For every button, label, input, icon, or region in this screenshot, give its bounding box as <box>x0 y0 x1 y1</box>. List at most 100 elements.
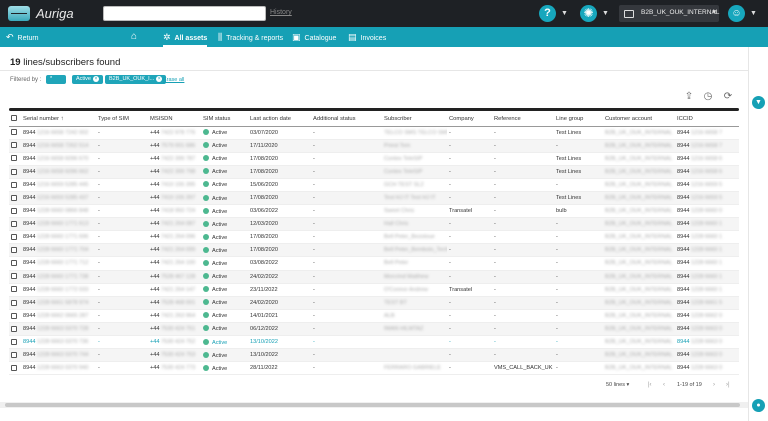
select-all-checkbox[interactable] <box>11 115 17 122</box>
table-cell-company: - <box>447 165 492 179</box>
column-header[interactable]: SIM status <box>201 112 248 127</box>
filter-funnel-icon[interactable]: ▼ <box>752 96 765 109</box>
column-header[interactable]: ICCID <box>675 112 739 127</box>
row-checkbox[interactable] <box>11 364 17 371</box>
tab-invoices[interactable]: ▤ Invoices <box>348 27 386 47</box>
tab-catalogue[interactable]: ▣ Catalogue <box>292 27 336 47</box>
row-checkbox[interactable] <box>11 286 17 293</box>
table-row[interactable]: 8944 1228 6662 0665 287 - +44 7421 263 964… <box>9 309 739 323</box>
row-checkbox[interactable] <box>11 325 17 332</box>
table-row[interactable]: 8944 1228 6660 1771 738 - +44 7528 467 128… <box>9 270 739 284</box>
table-cell-subscriber: FERRARO GABRIELE <box>382 361 447 376</box>
obscured-text: 1228 6663 0370 728 <box>37 325 89 332</box>
column-header[interactable]: Line group <box>554 112 603 127</box>
table-row[interactable]: 8944 1228 6660 1772 033 - +44 7421 264 147… <box>9 283 739 297</box>
cell-text: 8944 1228 6660 1 <box>677 273 723 280</box>
chat-bubble-icon[interactable]: ● <box>752 399 765 412</box>
cell-text: 8944 1228 6660 1 <box>677 286 723 293</box>
column-header[interactable]: MSISDN <box>148 112 201 127</box>
help-button[interactable]: ? <box>539 5 556 22</box>
table-cell-subscriber: Contex TeleSIP <box>382 152 447 166</box>
last-page-icon[interactable]: ›| <box>726 382 730 388</box>
table-row[interactable]: 8944 1228 6661 5878 974 - +44 7528 468 001… <box>9 296 739 310</box>
table-row[interactable]: 8944 1228 6663 0370 728 - +44 7530 424 751… <box>9 322 739 337</box>
return-button[interactable]: ↶ Return <box>6 27 39 47</box>
help-chevron-down-icon[interactable]: ▼ <box>561 10 568 17</box>
row-checkbox[interactable] <box>11 129 17 136</box>
column-header[interactable]: Last action date <box>248 112 311 127</box>
row-checkbox[interactable] <box>11 220 17 227</box>
table-row[interactable]: 8944 1228 6660 1771 613 - +44 7421 264 087… <box>9 217 739 232</box>
filter-chip-wildcard[interactable]: * <box>46 75 66 84</box>
table-cell-status: Active <box>201 256 248 271</box>
table-cell-add: - <box>311 165 382 179</box>
row-checkbox[interactable] <box>11 207 17 214</box>
filter-chip-active[interactable]: Active × <box>72 75 103 84</box>
history-clock-icon[interactable]: ◷ <box>703 91 713 102</box>
column-header[interactable]: Subscriber <box>382 112 447 127</box>
row-checkbox[interactable] <box>11 234 17 241</box>
column-header[interactable]: Serial number ↑ <box>21 112 96 127</box>
column-header[interactable]: Additional status <box>311 112 382 127</box>
cell-text: - <box>313 365 315 372</box>
obscured-text: 1228 6662 0665 287 <box>37 312 89 319</box>
home-icon[interactable]: ⌂ <box>131 31 138 42</box>
column-header[interactable]: Type of SIM <box>96 112 148 127</box>
table-row[interactable]: 8944 1228 6660 1771 696 - +44 7421 264 096… <box>9 230 739 245</box>
search-input[interactable] <box>103 6 266 21</box>
row-checkbox[interactable] <box>11 312 17 319</box>
row-checkbox[interactable] <box>11 155 17 162</box>
table-row[interactable]: 8944 1216 6659 5285 445 - +44 7410 155 395… <box>9 178 739 192</box>
row-checkbox[interactable] <box>11 273 17 280</box>
settings-chevron-down-icon[interactable]: ▼ <box>602 10 609 17</box>
column-header[interactable]: Customer account <box>603 112 675 127</box>
tab-tracking-reports[interactable]: ⫼ Tracking & reports <box>218 27 283 47</box>
table-row[interactable]: 8944 1228 6660 1771 712 - +44 7421 264 100… <box>9 256 739 271</box>
cell-text: Active <box>212 169 228 176</box>
table-cell-reference: VMS_CALL_BACK_UK <box>492 361 554 376</box>
tab-all-assets[interactable]: ✲ All assets <box>163 27 208 47</box>
column-header[interactable]: Company <box>447 112 492 127</box>
table-row[interactable]: 8944 1228 6660 1771 704 - +44 7421 264 099… <box>9 243 739 258</box>
row-checkbox[interactable] <box>11 168 17 175</box>
close-icon[interactable]: × <box>92 76 99 82</box>
page-size-select[interactable]: 50 lines ▾ <box>606 382 629 388</box>
table-row[interactable]: 8944 1216 6658 7242 002 - +44 7422 978 776… <box>9 126 739 140</box>
user-avatar-icon[interactable]: ☺ <box>728 5 745 22</box>
row-checkbox[interactable] <box>11 142 17 149</box>
column-header[interactable]: Reference <box>492 112 554 127</box>
cell-text: B2B_UK_OUK_INTERNAL <box>605 195 673 202</box>
horizontal-scrollbar-thumb[interactable] <box>5 403 740 407</box>
obscured-text: 1228 6660 1771 712 <box>37 260 89 267</box>
first-page-icon[interactable]: |‹ <box>648 382 652 388</box>
close-icon[interactable]: × <box>156 76 163 82</box>
table-row[interactable]: 8944 1216 6659 5285 437 - +44 7410 155 397… <box>9 191 739 206</box>
history-link[interactable]: History <box>270 9 292 16</box>
table-cell-reference: - <box>492 152 554 166</box>
user-chevron-down-icon[interactable]: ▼ <box>750 10 757 17</box>
erase-all-link[interactable]: Erase all <box>163 77 185 83</box>
tenant-selector[interactable]: B2B_UK_OUK_INTERNAL ▼ <box>619 5 719 22</box>
table-row[interactable]: 8944 1216 6658 7262 514 - +44 7579 001 686… <box>9 139 739 153</box>
next-page-icon[interactable]: › <box>713 382 715 388</box>
row-checkbox[interactable] <box>11 338 17 345</box>
table-row[interactable]: 8944 1216 6658 6096 662 - +44 7422 399 798… <box>9 165 739 179</box>
row-checkbox[interactable] <box>11 351 17 358</box>
table-cell-date: 13/10/2022 <box>248 335 311 350</box>
row-checkbox[interactable] <box>11 181 17 188</box>
row-checkbox[interactable] <box>11 260 17 267</box>
export-icon[interactable]: ⇪ <box>684 91 694 102</box>
table-row[interactable]: 8944 1228 6663 0370 736 - +44 7530 424 752… <box>9 335 739 350</box>
table-row[interactable]: 8944 1216 6658 6096 670 - +44 7422 399 787… <box>9 152 739 166</box>
row-checkbox[interactable] <box>11 194 17 201</box>
row-checkbox[interactable] <box>11 247 17 254</box>
filter-chip-tenant[interactable]: B2B_UK_OUK_I... × <box>105 75 167 84</box>
table-row[interactable]: 8944 1228 6663 0370 744 - +44 7530 424 753… <box>9 348 739 363</box>
prev-page-icon[interactable]: ‹ <box>663 382 665 388</box>
row-checkbox[interactable] <box>11 299 17 306</box>
table-row[interactable]: 8944 1228 6663 0370 940 - +44 7530 424 773… <box>9 361 739 376</box>
settings-gear-icon[interactable]: ✺ <box>580 5 597 22</box>
horizontal-scrollbar-top[interactable] <box>9 108 739 111</box>
table-row[interactable]: 8944 1228 6660 0866 848 - +44 7418 950 724… <box>9 204 739 219</box>
refresh-icon[interactable]: ⟳ <box>723 91 733 102</box>
